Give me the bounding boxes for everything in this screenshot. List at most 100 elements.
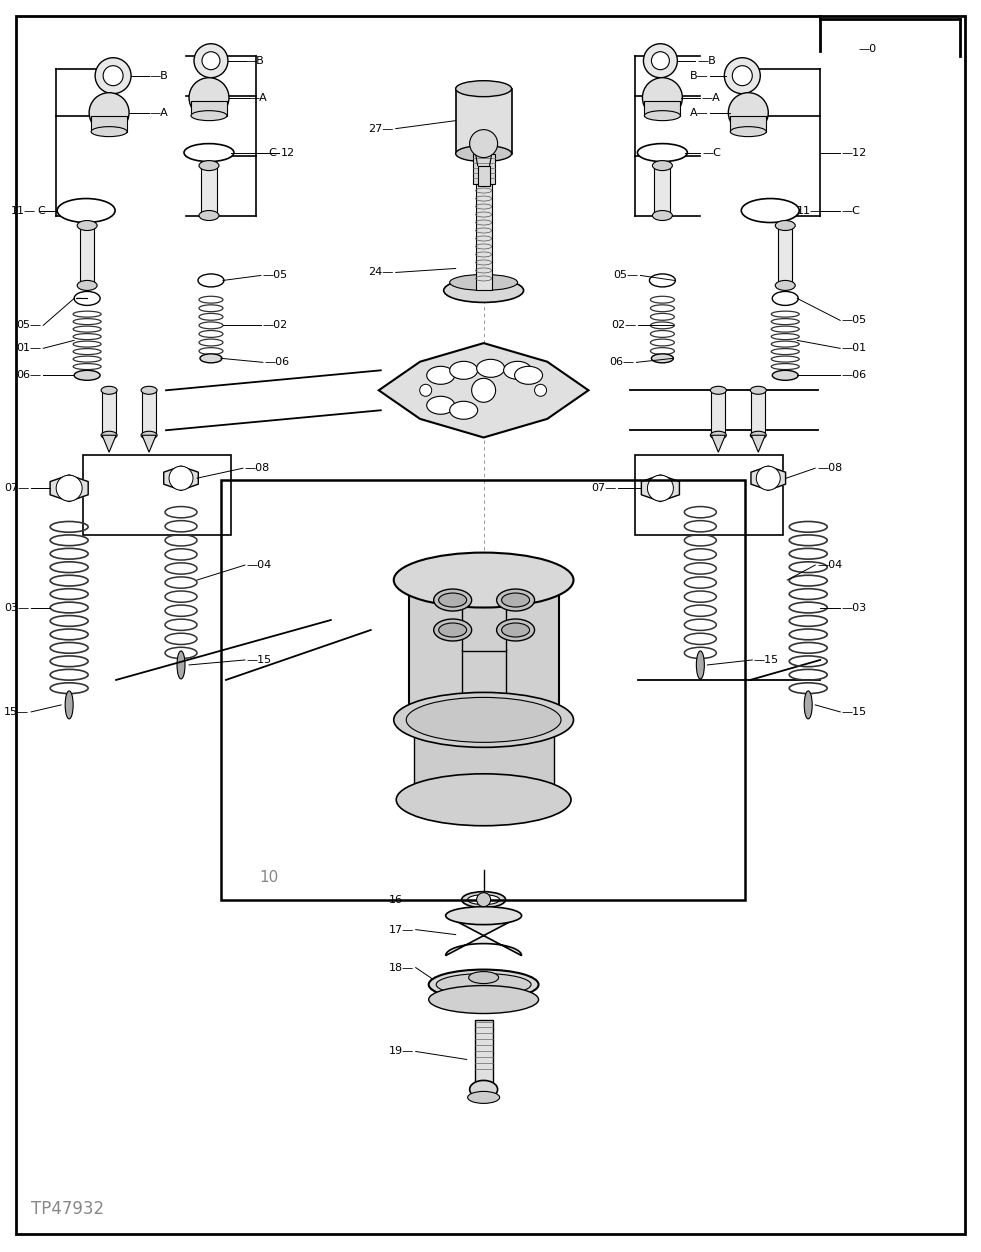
Ellipse shape: [645, 110, 681, 120]
Circle shape: [420, 384, 432, 397]
Circle shape: [103, 65, 123, 85]
Text: —C: —C: [259, 148, 278, 158]
Circle shape: [95, 58, 131, 94]
Text: 06—: 06—: [16, 371, 41, 381]
Text: B—: B—: [690, 70, 708, 80]
Text: —C: —C: [841, 205, 860, 215]
Ellipse shape: [101, 431, 117, 439]
Text: —08: —08: [817, 463, 843, 473]
Ellipse shape: [503, 362, 532, 379]
Ellipse shape: [199, 160, 219, 170]
Text: —B: —B: [246, 55, 265, 65]
Bar: [142, 391, 156, 436]
Text: 15—: 15—: [4, 707, 29, 717]
Circle shape: [535, 384, 546, 397]
Text: 11—: 11—: [11, 205, 36, 215]
Ellipse shape: [468, 1092, 499, 1103]
Text: 06—: 06—: [609, 357, 635, 367]
Ellipse shape: [697, 651, 704, 679]
Ellipse shape: [393, 692, 574, 747]
Text: —06: —06: [841, 371, 866, 381]
Ellipse shape: [91, 126, 128, 136]
Text: —06: —06: [265, 357, 290, 367]
Text: —15: —15: [753, 655, 778, 665]
Ellipse shape: [651, 354, 673, 363]
Ellipse shape: [649, 274, 675, 287]
Bar: [473, 154, 494, 184]
Text: 19—: 19—: [388, 1047, 414, 1057]
Bar: [636, 456, 783, 535]
Ellipse shape: [177, 651, 185, 679]
Text: 16—: 16—: [388, 895, 414, 905]
Ellipse shape: [449, 362, 478, 379]
Text: A—: A—: [690, 108, 708, 118]
Text: 03—: 03—: [4, 603, 29, 613]
Ellipse shape: [710, 387, 726, 394]
Bar: [778, 225, 793, 285]
Text: C—: C—: [37, 205, 56, 215]
Bar: [645, 100, 681, 115]
Ellipse shape: [477, 359, 504, 377]
Ellipse shape: [427, 367, 454, 384]
Ellipse shape: [455, 145, 512, 162]
Polygon shape: [711, 436, 725, 452]
Text: —08: —08: [245, 463, 270, 473]
Bar: [730, 115, 766, 131]
Text: —B: —B: [149, 70, 168, 80]
Ellipse shape: [470, 1080, 497, 1098]
Ellipse shape: [742, 199, 800, 223]
Ellipse shape: [496, 618, 535, 641]
Polygon shape: [142, 436, 156, 452]
Text: —C: —C: [702, 148, 721, 158]
Bar: [409, 580, 558, 720]
Polygon shape: [751, 436, 765, 452]
Ellipse shape: [638, 144, 688, 162]
Circle shape: [756, 466, 780, 491]
Circle shape: [189, 78, 229, 118]
Circle shape: [477, 893, 490, 906]
Text: 18—: 18—: [388, 963, 414, 973]
Ellipse shape: [101, 387, 117, 394]
Ellipse shape: [652, 210, 672, 220]
Ellipse shape: [443, 278, 524, 303]
Ellipse shape: [393, 552, 574, 607]
Bar: [414, 720, 553, 800]
Text: 17—: 17—: [388, 925, 414, 934]
Text: —0: —0: [858, 44, 876, 54]
Bar: [711, 391, 725, 436]
Ellipse shape: [730, 126, 766, 136]
Ellipse shape: [496, 588, 535, 611]
Text: —15: —15: [247, 655, 272, 665]
Bar: [462, 649, 505, 699]
Text: 10: 10: [259, 870, 279, 885]
Circle shape: [651, 51, 669, 70]
Ellipse shape: [445, 906, 522, 925]
Text: —05: —05: [263, 270, 288, 280]
Ellipse shape: [439, 623, 467, 637]
Ellipse shape: [804, 691, 812, 719]
Ellipse shape: [65, 691, 74, 719]
Circle shape: [89, 93, 129, 133]
Ellipse shape: [469, 972, 498, 984]
Ellipse shape: [141, 431, 157, 439]
Polygon shape: [50, 475, 88, 501]
Ellipse shape: [468, 895, 499, 905]
Ellipse shape: [198, 274, 224, 287]
Circle shape: [732, 65, 752, 85]
Bar: [654, 165, 670, 215]
Ellipse shape: [449, 402, 478, 419]
Ellipse shape: [199, 210, 219, 220]
Bar: [751, 391, 765, 436]
Circle shape: [470, 130, 497, 158]
Text: —03: —03: [841, 603, 866, 613]
Ellipse shape: [775, 280, 796, 290]
Circle shape: [169, 466, 193, 491]
Ellipse shape: [406, 697, 561, 742]
Ellipse shape: [437, 974, 531, 995]
Ellipse shape: [710, 431, 726, 439]
Polygon shape: [642, 475, 680, 501]
Text: —05: —05: [841, 316, 866, 326]
Text: 07—: 07—: [4, 483, 29, 493]
Ellipse shape: [772, 371, 799, 381]
Circle shape: [644, 44, 678, 78]
